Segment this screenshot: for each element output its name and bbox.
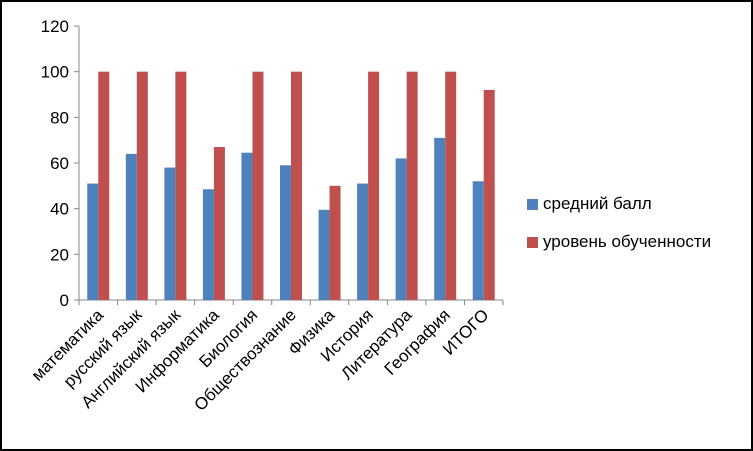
legend: средний балл уровень обученности bbox=[527, 194, 711, 251]
bar-average-score bbox=[318, 209, 330, 300]
bar-average-score bbox=[125, 153, 137, 300]
legend-label: уровень обученности bbox=[543, 232, 711, 251]
bar-learning-level bbox=[406, 71, 418, 301]
bar-learning-level bbox=[291, 71, 302, 301]
y-tick-label: 120 bbox=[41, 17, 69, 36]
y-tick-label: 0 bbox=[60, 291, 69, 310]
y-tick-label: 80 bbox=[50, 108, 69, 127]
bar-average-score bbox=[280, 165, 291, 300]
bar-learning-level bbox=[368, 71, 380, 301]
bar-learning-level bbox=[175, 71, 187, 301]
bar-learning-level bbox=[136, 71, 148, 301]
bar-learning-level bbox=[483, 89, 495, 300]
legend-swatch bbox=[527, 199, 538, 210]
legend-label: средний балл bbox=[543, 194, 652, 213]
y-tick-label: 60 bbox=[50, 154, 69, 173]
bar-learning-level bbox=[252, 71, 264, 301]
bar-average-score bbox=[395, 158, 407, 300]
legend-swatch bbox=[527, 237, 538, 248]
bar-average-score bbox=[357, 183, 369, 300]
bar-learning-level bbox=[445, 71, 457, 301]
bar-average-score bbox=[434, 137, 446, 300]
bar-average-score bbox=[241, 152, 253, 300]
y-tick-label: 40 bbox=[50, 200, 69, 219]
y-tick-label: 20 bbox=[50, 245, 69, 264]
bar-learning-level bbox=[213, 147, 225, 300]
bar-learning-level bbox=[329, 185, 341, 300]
bar-learning-level bbox=[98, 71, 110, 301]
bar-average-score bbox=[164, 167, 176, 300]
bar-average-score bbox=[472, 181, 484, 300]
bar-average-score bbox=[87, 183, 99, 300]
bar-average-score bbox=[202, 189, 214, 300]
y-tick-label: 100 bbox=[41, 63, 69, 82]
